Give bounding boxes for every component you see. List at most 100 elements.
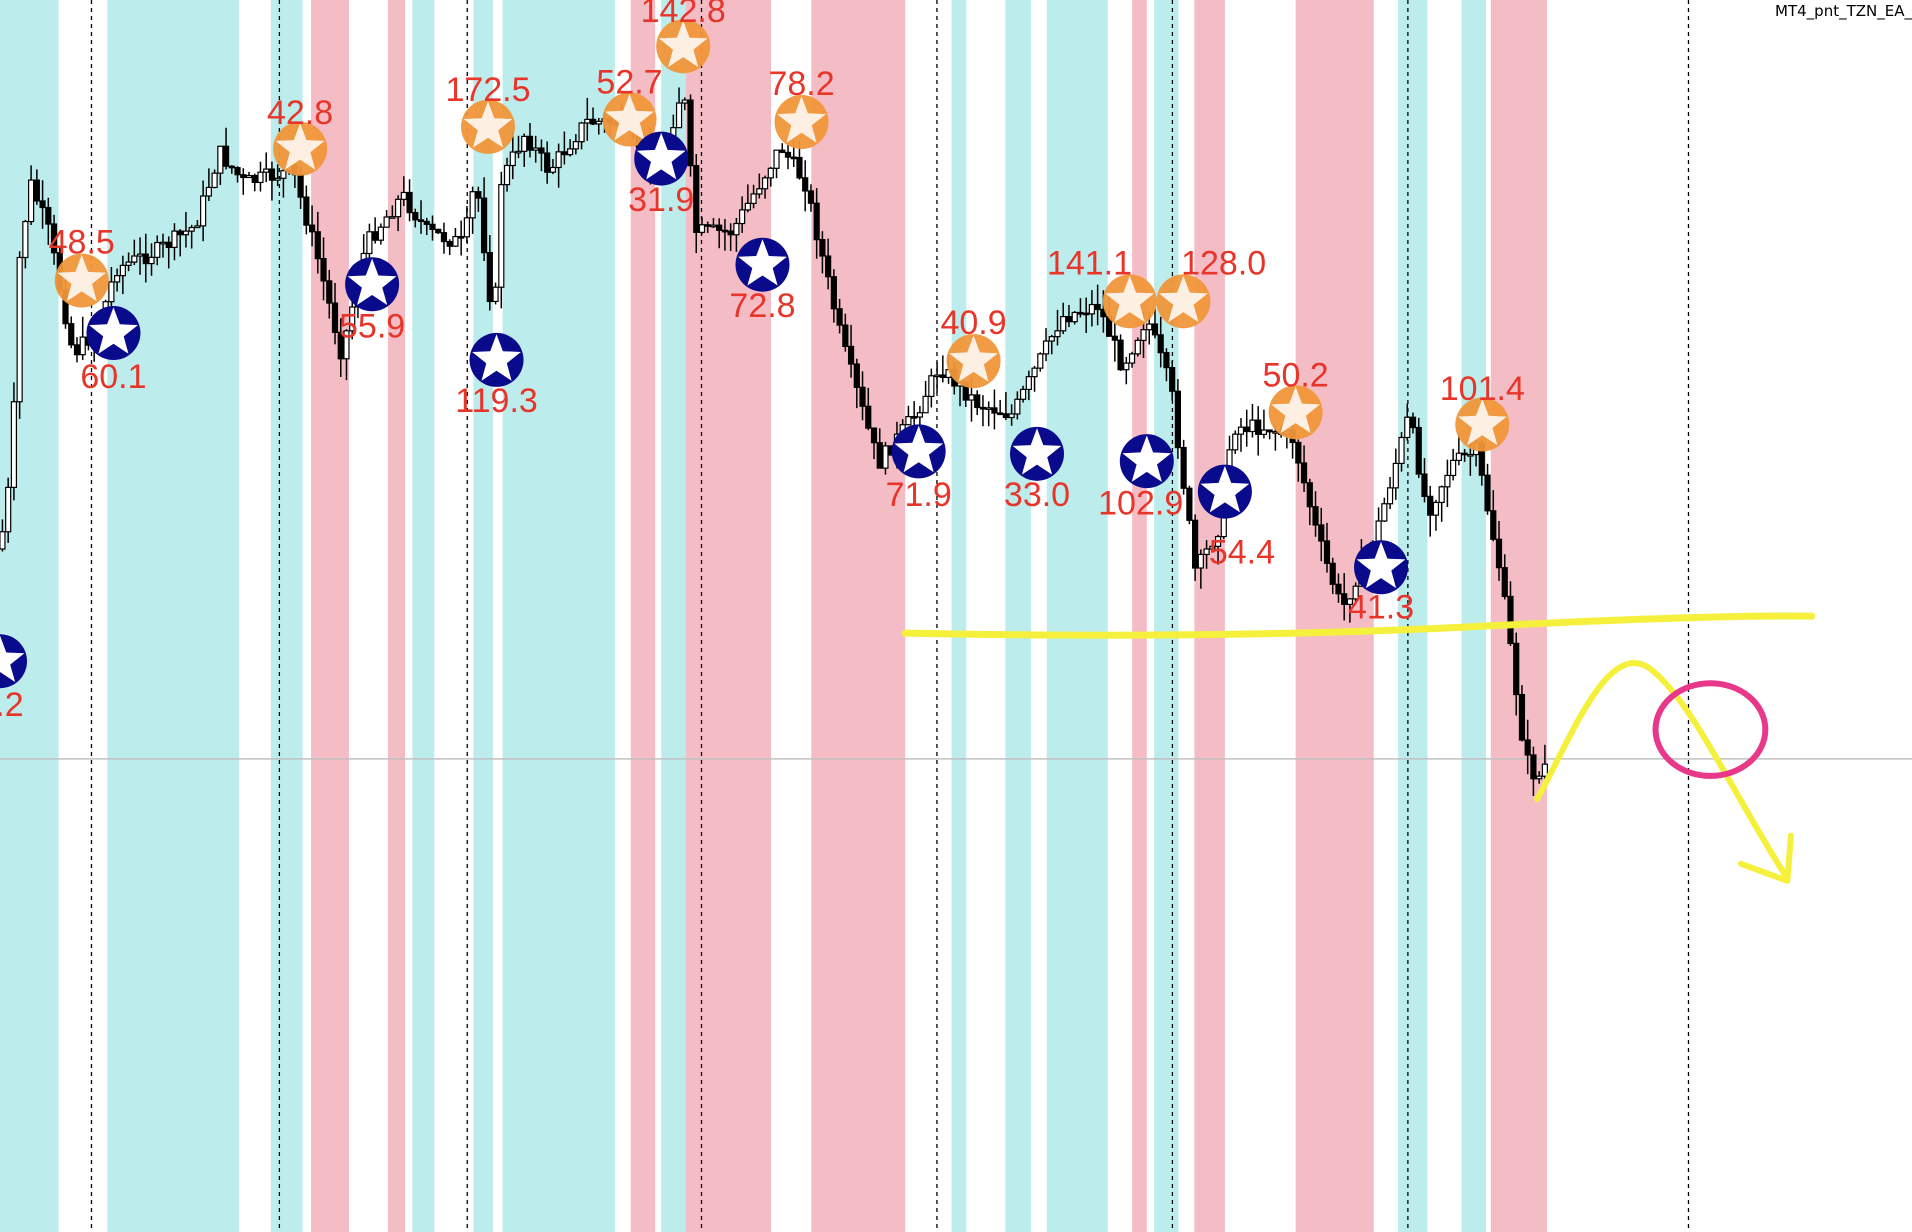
buy-signal-marker[interactable]: 119.3 xyxy=(455,332,538,420)
star-icon xyxy=(605,93,654,141)
buy-signal-marker[interactable]: 31.9 xyxy=(628,131,694,219)
buy-signal-marker[interactable]: 33.0 xyxy=(1004,426,1070,514)
bear-candle xyxy=(1341,593,1348,605)
bear-candle xyxy=(865,405,872,429)
zone-bands xyxy=(0,0,1547,1232)
bear-candle xyxy=(33,179,40,202)
bull-candle xyxy=(1042,340,1050,355)
marker-value-label: 55.9 xyxy=(339,308,405,346)
buy-signal-marker[interactable]: 71.9 xyxy=(886,424,952,514)
bull-candle xyxy=(1140,329,1147,341)
marker-value-label: 42.8 xyxy=(267,94,333,132)
bear-candle xyxy=(228,165,235,169)
bull-candle xyxy=(1260,429,1268,435)
sell-signal-marker[interactable]: 50.2 xyxy=(1263,357,1329,440)
sell-signal-marker[interactable]: 40.9 xyxy=(940,304,1007,389)
sell-signal-marker[interactable]: 101.4 xyxy=(1440,370,1525,452)
bull-candle xyxy=(1249,419,1256,433)
bear-candle xyxy=(1427,495,1434,516)
bear-candle xyxy=(308,224,316,233)
buy-signal-marker[interactable]: 5.2 xyxy=(0,634,27,724)
bull-candle xyxy=(1455,452,1462,461)
bear-candle xyxy=(796,156,803,179)
bull-candle xyxy=(1019,388,1027,400)
star-icon xyxy=(0,635,25,682)
bull-candle xyxy=(171,230,178,249)
up-zone-band xyxy=(107,0,240,1232)
sell-signal-marker[interactable]: 141.1 xyxy=(1047,244,1157,329)
bull-candle xyxy=(1346,598,1354,605)
bull-candle xyxy=(549,166,557,173)
bear-candle xyxy=(784,151,792,158)
bull-candle xyxy=(1541,763,1548,777)
buy-signal-marker[interactable]: 72.8 xyxy=(729,237,796,325)
bear-candle xyxy=(142,253,149,265)
bear-candle xyxy=(847,345,855,365)
bear-candle xyxy=(1306,482,1313,508)
bull-candle xyxy=(710,224,717,228)
bear-candle xyxy=(234,167,241,176)
bear-candle xyxy=(50,223,58,254)
star-icon xyxy=(472,334,521,381)
buy-signal-marker[interactable]: 102.9 xyxy=(1098,434,1183,523)
bear-candle xyxy=(853,363,860,388)
sell-signal-marker[interactable]: 172.5 xyxy=(445,71,531,154)
bull-candle xyxy=(555,151,562,169)
bull-candle xyxy=(1123,362,1130,371)
buy-signal-marker[interactable]: 41.3 xyxy=(1348,540,1414,626)
down-zone-band xyxy=(311,0,349,1232)
bull-candle xyxy=(767,167,774,179)
bull-candle xyxy=(5,486,12,533)
sell-signal-marker[interactable]: 48.5 xyxy=(49,224,115,308)
star-icon xyxy=(57,254,107,302)
bear-candle xyxy=(727,230,734,236)
bull-candle xyxy=(756,188,763,195)
bear-candle xyxy=(704,224,711,227)
bear-candle xyxy=(1323,540,1331,564)
bull-candle xyxy=(1214,535,1222,547)
down-zone-band xyxy=(685,0,772,1232)
bull-candle xyxy=(1031,367,1038,378)
star-icon xyxy=(1105,275,1155,323)
bear-candle xyxy=(1065,316,1073,323)
bear-candle xyxy=(1163,352,1170,369)
bear-candle xyxy=(417,219,425,223)
bull-candle xyxy=(675,102,683,129)
down-zone-band xyxy=(1490,0,1547,1232)
bear-candle xyxy=(1077,311,1084,315)
bull-candle xyxy=(1008,413,1015,419)
down-zone-band xyxy=(811,0,906,1232)
sell-signal-marker[interactable]: 128.0 xyxy=(1156,244,1266,329)
bear-candle xyxy=(297,174,304,198)
bear-candle xyxy=(45,206,52,225)
bull-candle xyxy=(394,198,402,218)
buy-signal-marker[interactable]: 60.1 xyxy=(80,306,147,396)
sell-signal-marker[interactable]: 42.8 xyxy=(267,94,333,176)
bull-candle xyxy=(463,217,470,238)
bull-candle xyxy=(1536,775,1543,780)
bear-candle xyxy=(997,412,1004,416)
bear-candle xyxy=(561,151,568,156)
bear-candle xyxy=(1169,367,1176,392)
bull-candle xyxy=(509,151,516,167)
up-zone-band xyxy=(1461,0,1486,1232)
bull-candle xyxy=(119,264,126,277)
down-zone-band xyxy=(1132,0,1147,1232)
bear-candle xyxy=(1300,462,1308,484)
bull-candle xyxy=(469,191,476,219)
up-zone-band xyxy=(1005,0,1031,1232)
bull-candle xyxy=(257,171,264,184)
sell-signal-marker[interactable]: 142.8 xyxy=(641,0,726,74)
star-icon xyxy=(949,335,998,382)
buy-signal-marker[interactable]: 54.4 xyxy=(1197,464,1275,572)
bull-candle xyxy=(882,445,889,469)
bull-candle xyxy=(1404,416,1411,439)
marker-value-label: 172.5 xyxy=(445,71,530,109)
marker-value-label: 5.2 xyxy=(0,686,24,724)
buy-signal-marker[interactable]: 55.9 xyxy=(339,257,405,346)
bear-candle xyxy=(177,230,184,236)
sell-signal-marker[interactable]: 78.2 xyxy=(768,65,835,149)
sell-signal-marker[interactable]: 52.7 xyxy=(596,64,663,147)
